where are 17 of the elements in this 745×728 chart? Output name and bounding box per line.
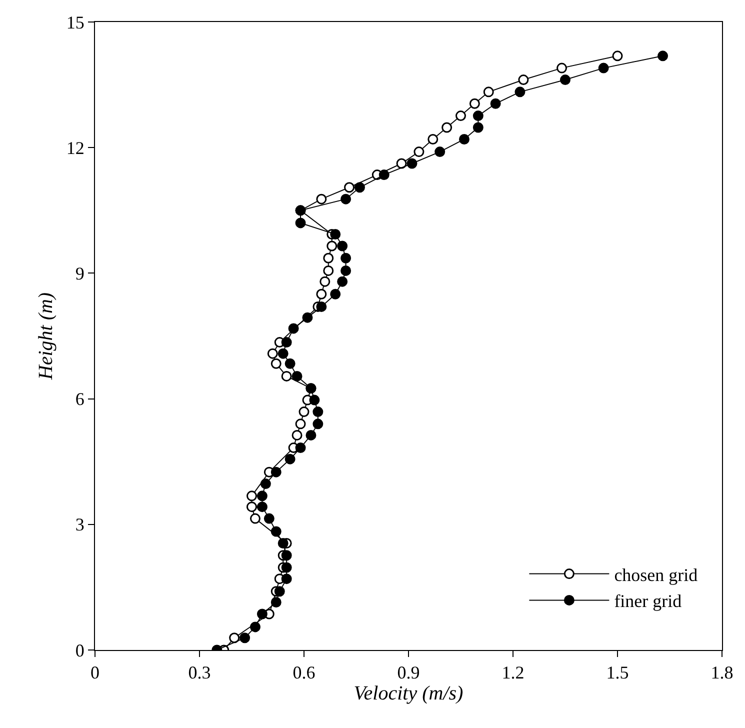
x-axis-title: Velocity (m/s) <box>354 682 464 705</box>
x-tick-label: 1.5 <box>606 662 629 683</box>
y-tick-label: 6 <box>75 389 84 410</box>
x-tick-label: 0 <box>90 662 100 683</box>
x-tick-label: 0.3 <box>188 662 211 683</box>
y-tick-label: 15 <box>66 12 84 32</box>
y-tick-label: 3 <box>75 514 84 535</box>
y-tick-label: 9 <box>75 264 84 284</box>
x-tick-label: 1.8 <box>710 662 734 683</box>
y-tick-label: 12 <box>66 138 84 158</box>
y-axis-title: Height (m) <box>34 292 57 381</box>
legend-label: finer grid <box>614 591 682 612</box>
y-tick-label: 0 <box>75 640 84 660</box>
x-tick-label: 1.2 <box>502 662 524 683</box>
x-tick-label: 0.6 <box>292 662 316 683</box>
legend-label: chosen grid <box>614 564 698 585</box>
x-tick-label: 0.9 <box>397 662 420 683</box>
